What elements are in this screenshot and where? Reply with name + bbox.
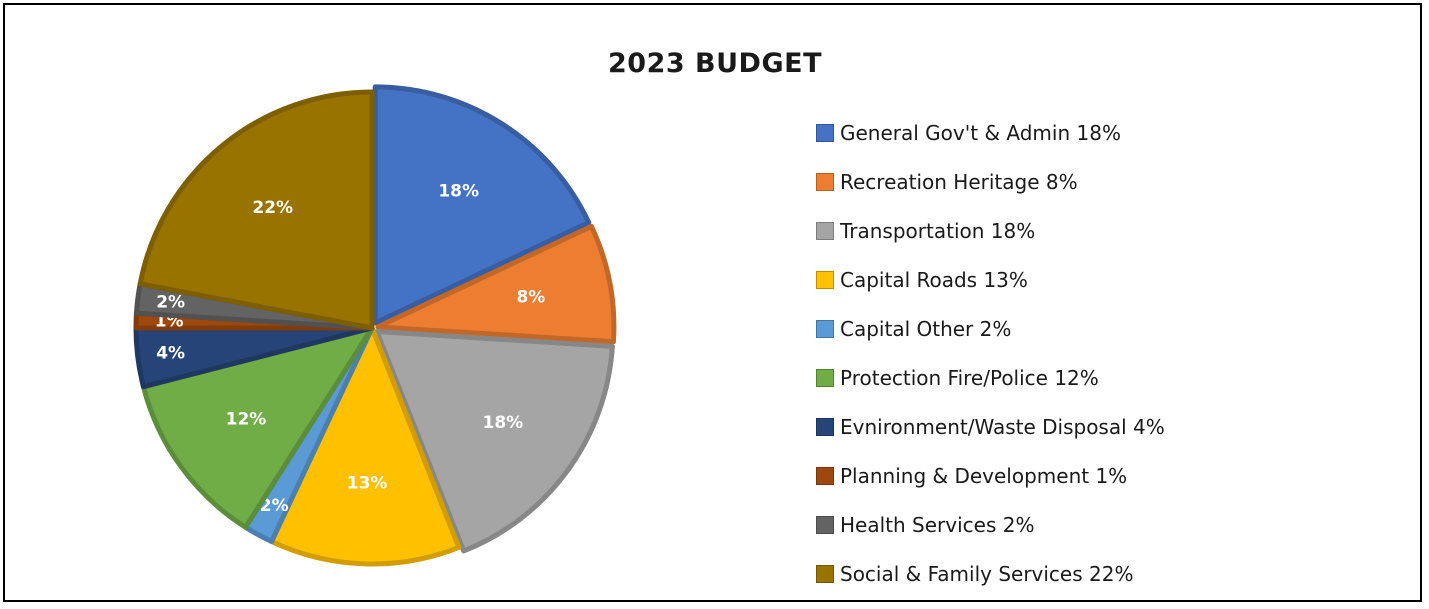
legend-label: Capital Other 2% [840, 316, 1012, 341]
legend-swatch [816, 319, 834, 338]
legend-swatch [816, 270, 834, 289]
legend-label: Social & Family Services 22% [840, 561, 1134, 586]
legend-label: Health Services 2% [840, 512, 1035, 537]
legend-item-general-gov-t-admin-18: General Gov't & Admin 18% [816, 108, 1165, 157]
data-label-capital-roads-13: 13% [347, 474, 388, 494]
legend-swatch [816, 123, 834, 142]
legend-label: Protection Fire/Police 12% [840, 365, 1099, 390]
legend-swatch [816, 515, 834, 534]
legend-label: Planning & Development 1% [840, 463, 1128, 488]
pie-slice-general-gov-t-admin-18 [372, 84, 592, 326]
legend-swatch [816, 368, 834, 387]
data-label-health-services-2: 2% [156, 293, 185, 313]
data-label-recreation-heritage-8: 8% [516, 288, 545, 308]
legend-item-social-family-services-22: Social & Family Services 22% [816, 549, 1165, 598]
legend-item-capital-roads-13: Capital Roads 13% [816, 255, 1165, 304]
legend-label: Transportation 18% [840, 218, 1036, 243]
pie-slice-transportation-18 [374, 329, 615, 554]
legend-swatch [816, 466, 834, 485]
legend-swatch [816, 417, 834, 436]
legend-item-capital-other-2: Capital Other 2% [816, 304, 1165, 353]
pie-slice-social-family-services-22 [137, 89, 375, 331]
pie-slice-capital-roads-13 [269, 325, 462, 567]
legend-item-health-services-2: Health Services 2% [816, 500, 1165, 549]
data-label-transportation-18: 18% [483, 413, 524, 433]
legend-label: General Gov't & Admin 18% [840, 120, 1121, 145]
data-label-general-gov-t-admin-18: 18% [438, 181, 479, 201]
chart-title: 2023 BUDGET [608, 48, 822, 79]
legend-label: Recreation Heritage 8% [840, 169, 1078, 194]
data-label-evnironment-waste-disposal-4: 4% [156, 343, 185, 363]
legend-item-recreation-heritage-8: Recreation Heritage 8% [816, 157, 1165, 206]
legend-swatch [816, 564, 834, 583]
legend-label: Evnironment/Waste Disposal 4% [840, 414, 1165, 439]
legend-swatch [816, 172, 834, 191]
data-label-protection-fire-police-12: 12% [226, 410, 267, 430]
legend-item-transportation-18: Transportation 18% [816, 206, 1165, 255]
legend-item-evnironment-waste-disposal-4: Evnironment/Waste Disposal 4% [816, 402, 1165, 451]
legend-label: Capital Roads 13% [840, 267, 1028, 292]
data-label-social-family-services-22: 22% [252, 198, 293, 218]
pie-slice-recreation-heritage-8 [375, 223, 617, 345]
pie-slice-protection-fire-police-12 [140, 325, 375, 530]
chart-legend: General Gov't & Admin 18% Recreation Heri… [816, 108, 1165, 598]
legend-item-planning-development-1: Planning & Development 1% [816, 451, 1165, 500]
legend-swatch [816, 221, 834, 240]
legend-item-protection-fire-police-12: Protection Fire/Police 12% [816, 353, 1165, 402]
data-label-capital-other-2: 2% [260, 496, 289, 516]
